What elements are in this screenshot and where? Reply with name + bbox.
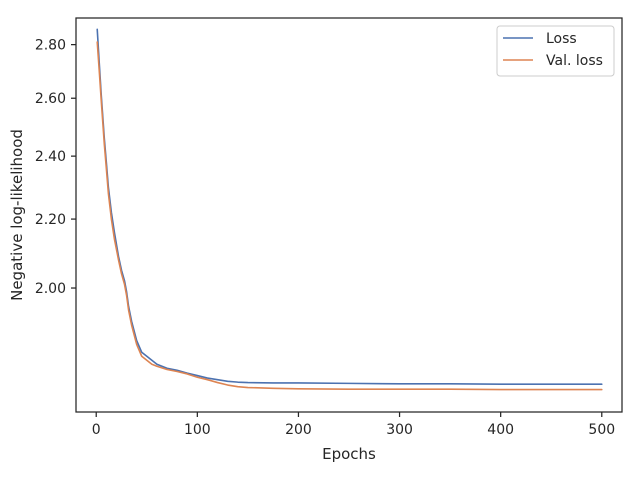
x-tick-label: 0	[92, 422, 101, 438]
x-tick-label: 100	[184, 422, 211, 438]
y-tick-label: 2.80	[35, 38, 66, 54]
plot-area-frame	[75, 17, 623, 413]
y-tick-label: 2.00	[35, 281, 66, 297]
series-line-val-loss	[96, 41, 603, 391]
x-tick-label: 400	[487, 422, 514, 438]
x-tick-label: 500	[588, 422, 615, 438]
x-axis-label: Epochs	[322, 445, 376, 463]
x-tick-label: 200	[285, 422, 312, 438]
y-axis-label: Negative log-likelihood	[8, 129, 26, 301]
legend-label-loss: Loss	[546, 31, 577, 47]
legend-label-val-loss: Val. loss	[546, 53, 603, 69]
legend: Loss Val. loss	[496, 25, 615, 77]
series-layer	[96, 28, 603, 391]
x-axis-ticks: 0 100 200 300 400 500	[92, 412, 615, 438]
y-tick-label: 2.60	[35, 91, 66, 107]
y-tick-label: 2.40	[35, 149, 66, 165]
y-tick-label: 2.20	[35, 212, 66, 228]
x-tick-label: 300	[386, 422, 413, 438]
y-axis-ticks: 2.00 2.20 2.40 2.60 2.80	[35, 38, 76, 297]
